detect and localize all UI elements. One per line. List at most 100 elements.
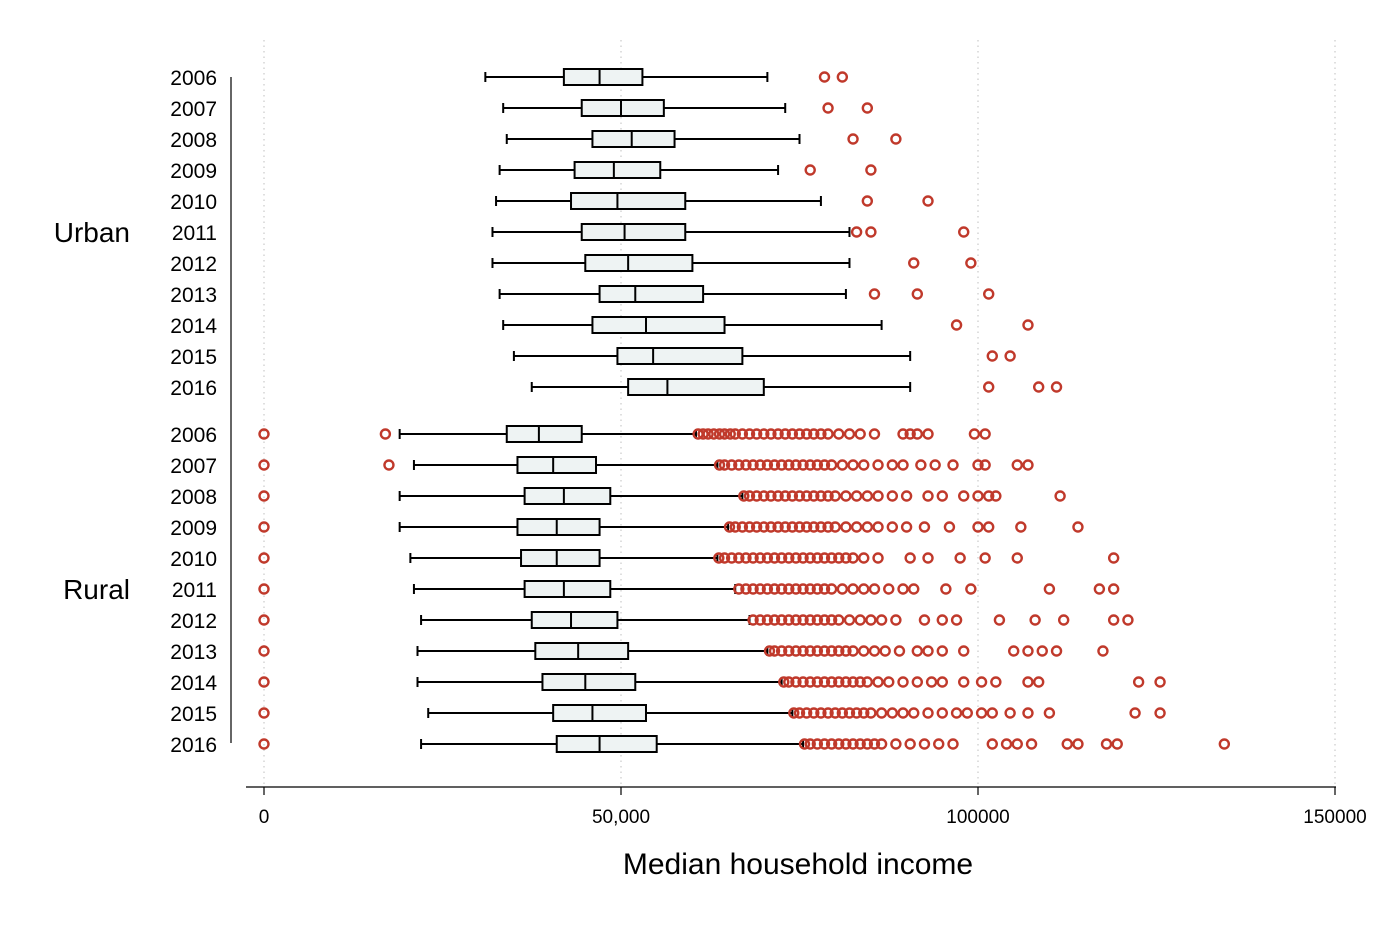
y-tick-label: 2007 [170, 98, 217, 121]
outlier-point [258, 583, 270, 595]
outlier-point [861, 676, 874, 688]
outlier-point [1000, 738, 1013, 750]
outlier-point [797, 614, 809, 626]
y-tick-label: 2014 [170, 315, 217, 338]
outlier-point [1004, 350, 1016, 362]
outlier-point [790, 676, 802, 688]
iqr-box [520, 549, 601, 567]
box-row-rural-2015: 2015 [170, 703, 1166, 726]
outlier-point [775, 645, 788, 657]
box-row-urban-2016: 2016 [170, 377, 1063, 400]
y-tick-label: 2011 [172, 579, 217, 602]
outlier-point [258, 521, 270, 533]
outlier-point [943, 521, 956, 533]
box-row-urban-2009: 2009 [170, 160, 877, 183]
box-row-urban-2007: 2007 [170, 98, 874, 121]
y-tick-label: 2010 [170, 191, 217, 214]
outlier-point [768, 614, 781, 626]
outlier-point [890, 133, 902, 145]
outlier-point [875, 707, 888, 719]
outlier-point [861, 195, 874, 207]
outlier-point [725, 459, 738, 471]
outlier-point [936, 707, 948, 719]
outlier-point [868, 583, 881, 595]
outlier-point [811, 552, 824, 564]
group-label-rural: Rural [63, 574, 130, 605]
outlier-point [865, 707, 877, 719]
outlier-point [833, 676, 845, 688]
outlier-point [872, 490, 884, 502]
outlier-point [800, 428, 813, 440]
outlier-point [258, 459, 270, 471]
outlier-point [754, 583, 766, 595]
outlier-point [768, 459, 781, 471]
outlier-point [858, 583, 870, 595]
box-row-rural-2014: 2014 [170, 672, 1166, 695]
outlier-point [922, 645, 934, 657]
outlier-point [768, 552, 781, 564]
outlier-point [868, 428, 881, 440]
outlier-point [875, 738, 888, 750]
outlier-point [911, 288, 924, 300]
outlier-point [847, 645, 859, 657]
box-row-rural-2016: 2016 [170, 734, 1231, 757]
outlier-point [865, 164, 877, 176]
outlier-point [840, 521, 852, 533]
outlier-point [790, 583, 802, 595]
outlier-point [1029, 614, 1041, 626]
outlier-point [922, 707, 934, 719]
outlier-point [713, 428, 726, 440]
outlier-point [815, 490, 827, 502]
outlier-point [847, 676, 859, 688]
outlier-point [825, 676, 838, 688]
outlier-point [936, 490, 948, 502]
outlier-point [936, 614, 948, 626]
outlier-point [804, 614, 816, 626]
outlier-point [702, 428, 714, 440]
outlier-point [1022, 459, 1034, 471]
outlier-point [1043, 583, 1056, 595]
outlier-point [825, 583, 838, 595]
outlier-point [908, 257, 920, 269]
outlier-point [929, 459, 941, 471]
outlier-point [886, 490, 899, 502]
outlier-point [1061, 738, 1073, 750]
outlier-point [754, 614, 766, 626]
outlier-point [840, 676, 852, 688]
outlier-point [750, 428, 763, 440]
outlier-point [772, 428, 784, 440]
outlier-point [258, 645, 270, 657]
outlier-point [258, 552, 270, 564]
outlier-point [258, 707, 270, 719]
outlier-point [713, 459, 726, 471]
iqr-box [562, 68, 644, 86]
outlier-point [1107, 552, 1120, 564]
outlier-point [783, 676, 795, 688]
outlier-point [836, 707, 849, 719]
outlier-point [740, 459, 752, 471]
outlier-point [808, 428, 820, 440]
outlier-point [747, 459, 759, 471]
outlier-point [783, 552, 795, 564]
outlier-point [790, 614, 802, 626]
outlier-point [1111, 738, 1123, 750]
outlier-point [1100, 738, 1113, 750]
outlier-point [825, 459, 838, 471]
outlier-point [743, 428, 756, 440]
outlier-point [725, 552, 738, 564]
outlier-point [915, 459, 927, 471]
outlier-point [1057, 614, 1070, 626]
iqr-box [555, 735, 658, 753]
outlier-point [775, 552, 788, 564]
outlier-point [829, 521, 841, 533]
outlier-point [747, 583, 759, 595]
outlier-point [897, 459, 909, 471]
group-label-urban: Urban [54, 217, 130, 248]
outlier-point [718, 428, 731, 440]
y-tick-label: 2016 [170, 377, 217, 400]
box-row-rural-2007: 2007 [170, 455, 1034, 478]
outlier-point [804, 676, 816, 688]
outlier-point [886, 459, 899, 471]
outlier-point [868, 288, 881, 300]
